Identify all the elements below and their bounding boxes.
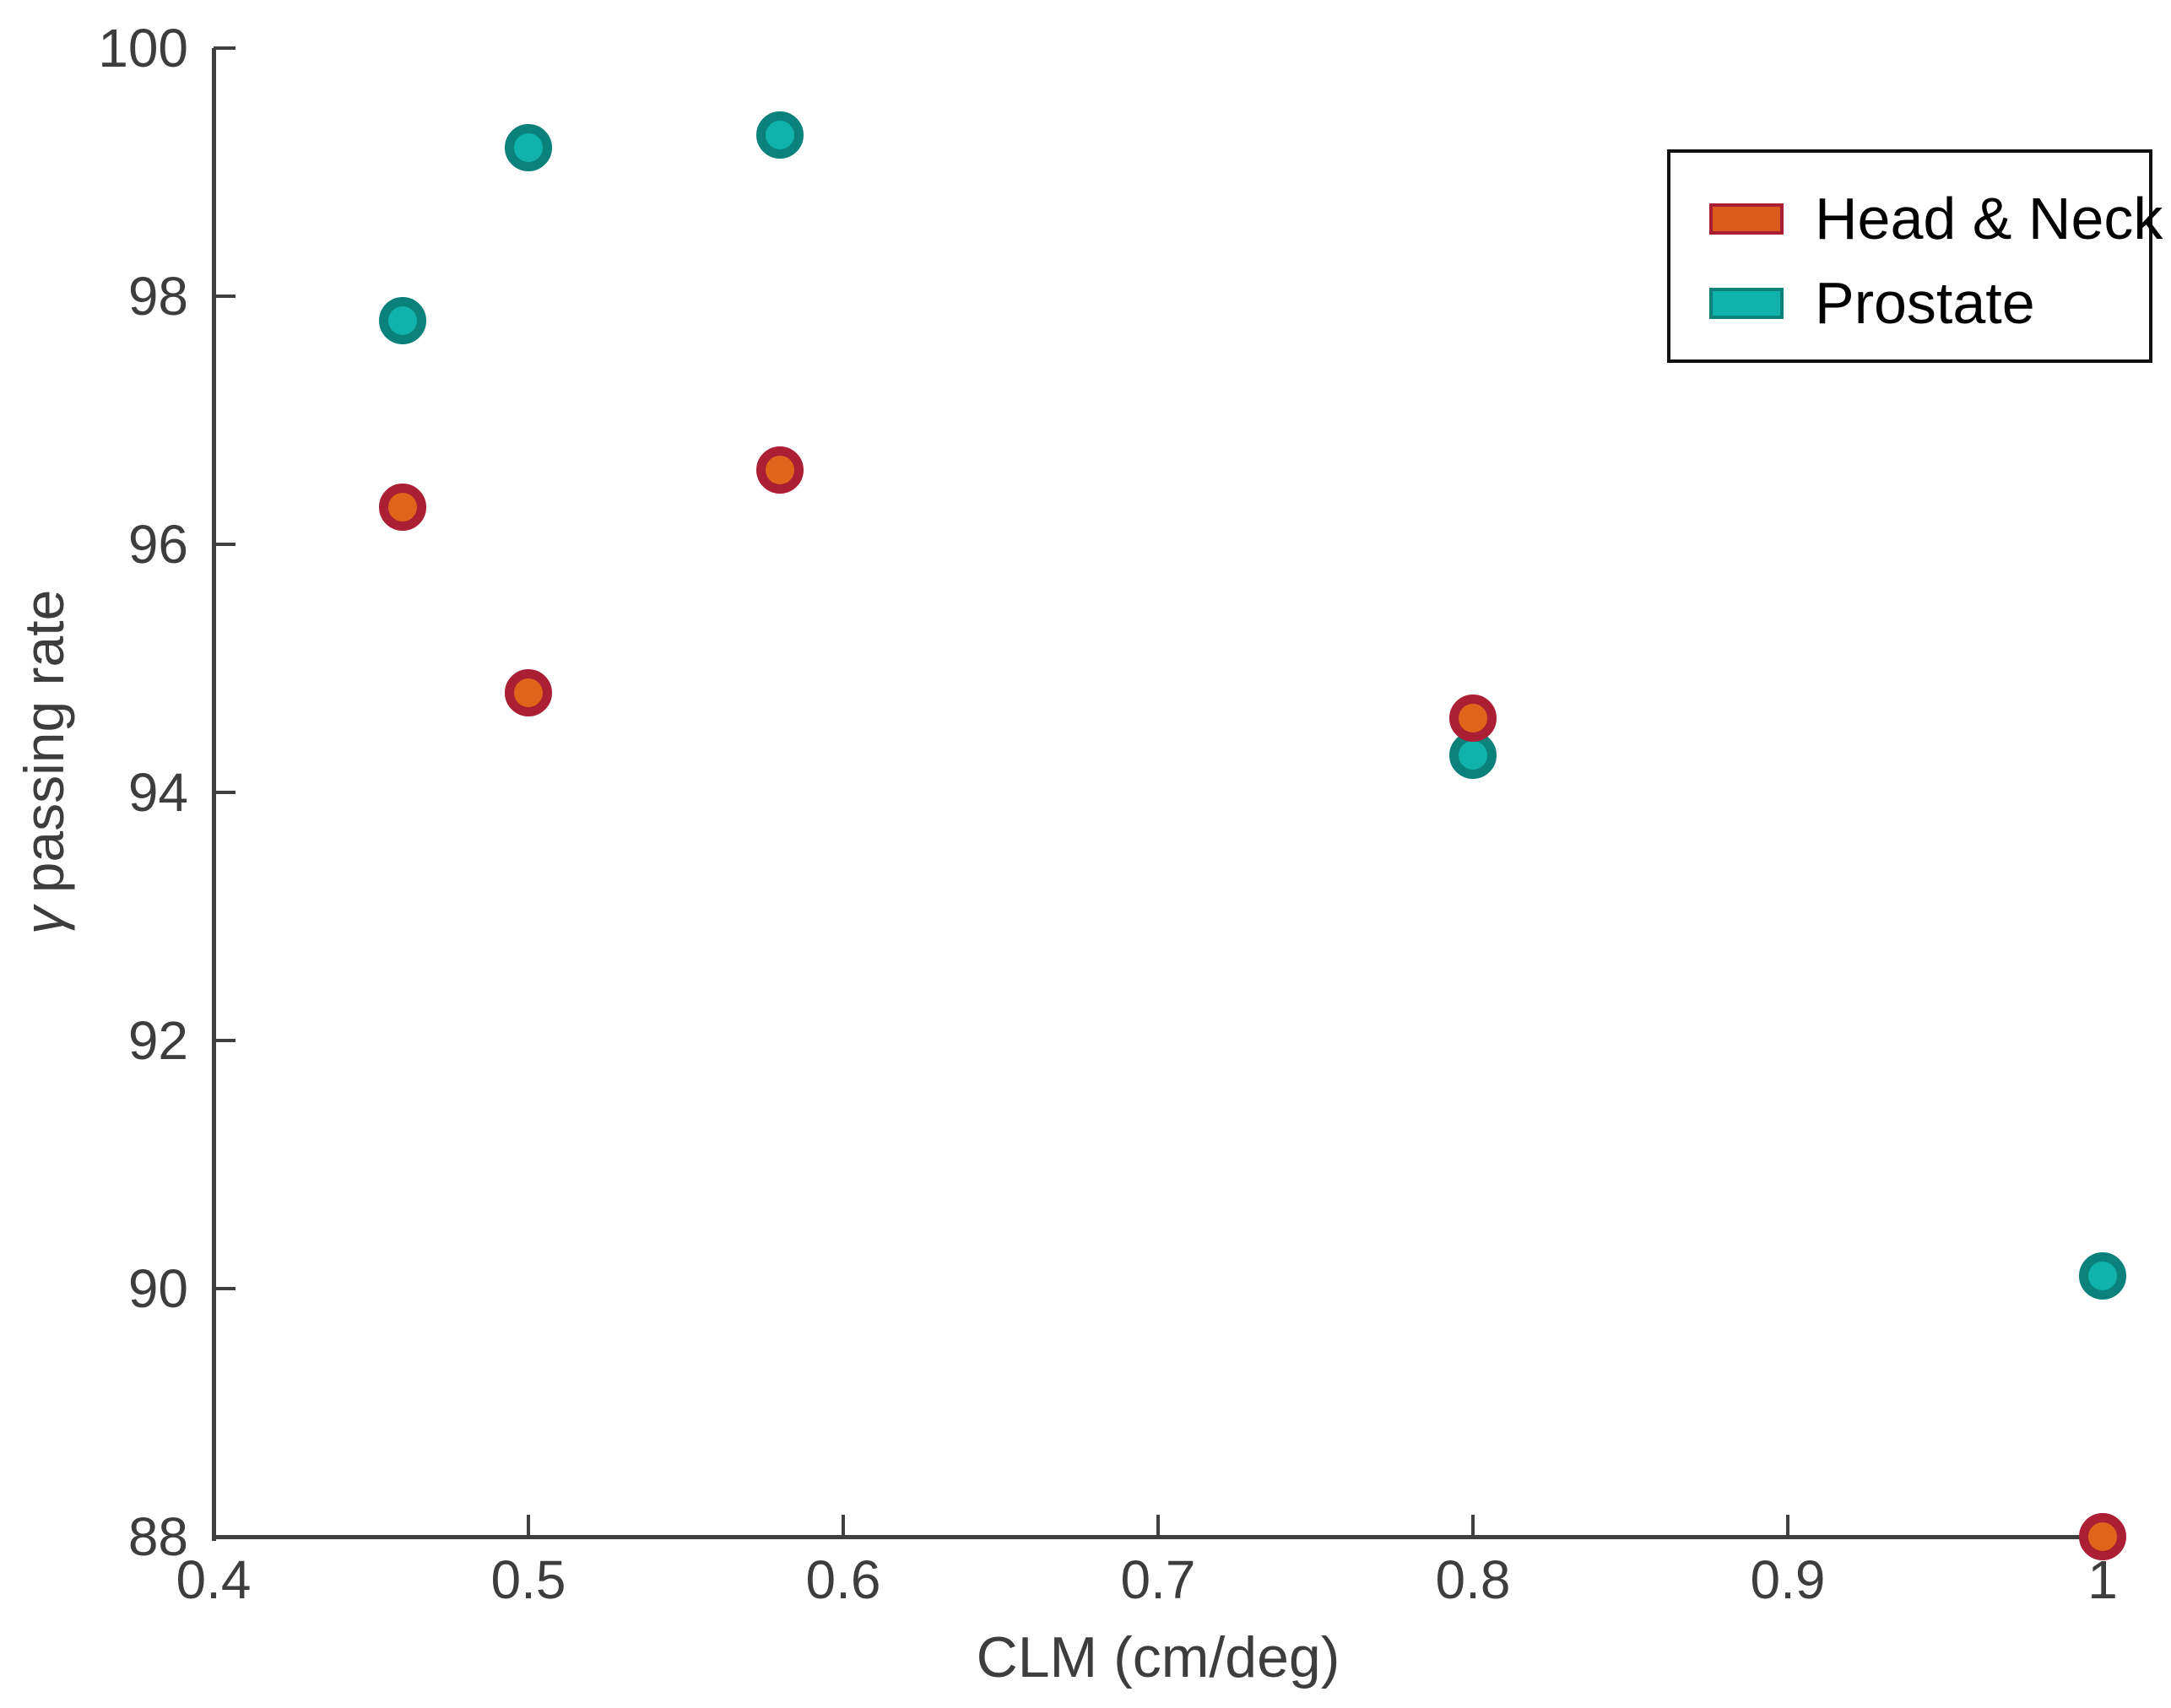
y-tick-label-90: 90 xyxy=(127,1258,188,1319)
legend-label-prostate: Prostate xyxy=(1815,270,2035,336)
legend: Head & Neck Prostate xyxy=(1667,149,2163,363)
legend-swatch-prostate xyxy=(1709,287,1784,319)
x-tick-0.7 xyxy=(1156,1515,1160,1537)
y-axis-line xyxy=(212,48,216,1541)
y-axis-title: γ passing rate xyxy=(10,467,78,1057)
legend-item-head-neck: Head & Neck xyxy=(1709,186,2163,251)
x-tick-label-0.7: 0.7 xyxy=(1120,1549,1196,1610)
y-tick-label-100: 100 xyxy=(98,18,188,78)
y-tick-label-98: 98 xyxy=(127,266,188,327)
x-tick-0.4 xyxy=(212,1515,215,1537)
gamma-symbol: γ xyxy=(13,906,75,935)
data-point-head-neck-1 xyxy=(505,669,552,717)
data-point-head-neck-3 xyxy=(1449,694,1497,742)
data-point-head-neck-4 xyxy=(2079,1513,2126,1560)
data-point-head-neck-2 xyxy=(756,446,804,494)
legend-swatch-head-neck xyxy=(1709,203,1784,235)
x-axis-title: CLM (cm/deg) xyxy=(976,1625,1340,1689)
y-tick-label-94: 94 xyxy=(127,762,188,823)
y-axis-title-text: passing rate xyxy=(13,589,75,894)
y-tick-92 xyxy=(214,1039,236,1042)
x-tick-0.9 xyxy=(1786,1515,1789,1537)
x-tick-label-0.6: 0.6 xyxy=(805,1549,881,1610)
y-tick-label-92: 92 xyxy=(127,1010,188,1071)
data-point-prostate-1 xyxy=(505,123,552,171)
x-tick-0.5 xyxy=(527,1515,530,1537)
y-tick-100 xyxy=(214,46,236,50)
y-tick-label-96: 96 xyxy=(127,514,188,575)
data-point-prostate-0 xyxy=(378,297,426,345)
x-tick-label-0.8: 0.8 xyxy=(1435,1549,1511,1610)
x-tick-label-0.5: 0.5 xyxy=(490,1549,566,1610)
data-point-prostate-2 xyxy=(756,111,804,159)
x-tick-0.8 xyxy=(1471,1515,1475,1537)
y-tick-98 xyxy=(214,295,236,298)
x-tick-0.6 xyxy=(842,1515,845,1537)
data-point-prostate-4 xyxy=(2079,1252,2126,1300)
x-tick-label-0.9: 0.9 xyxy=(1750,1549,1826,1610)
x-axis-line xyxy=(212,1535,2109,1539)
y-tick-90 xyxy=(214,1287,236,1290)
y-tick-label-88: 88 xyxy=(127,1506,188,1567)
x-tick-label-0.4: 0.4 xyxy=(176,1549,252,1610)
y-tick-96 xyxy=(214,543,236,546)
y-tick-88 xyxy=(214,1535,236,1538)
data-point-head-neck-0 xyxy=(378,483,426,531)
x-tick-label-1: 1 xyxy=(2087,1549,2118,1610)
legend-label-head-neck: Head & Neck xyxy=(1815,186,2163,251)
legend-item-prostate: Prostate xyxy=(1709,270,2035,336)
y-tick-94 xyxy=(214,791,236,794)
